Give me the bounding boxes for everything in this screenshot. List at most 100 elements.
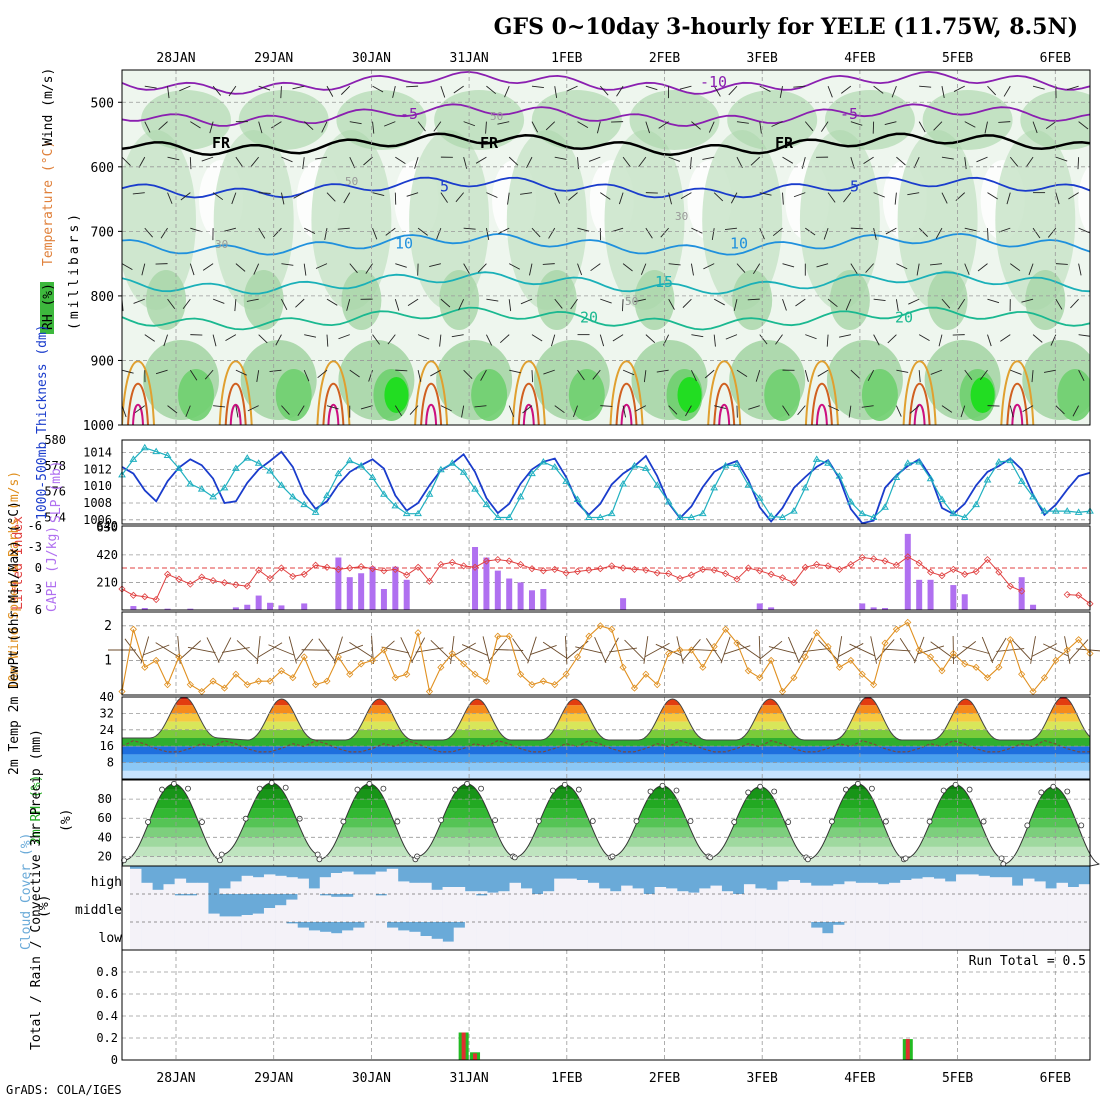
li-point <box>653 569 661 577</box>
rh-point <box>589 818 596 824</box>
cloud-clear-segment <box>833 924 845 950</box>
wind-barb <box>863 156 874 165</box>
cloud-clear-segment <box>766 894 778 922</box>
wind-barb <box>668 156 680 162</box>
cloud-clear-segment <box>654 922 667 950</box>
rh-shade <box>531 90 622 150</box>
thickness-point <box>300 500 309 508</box>
bottom-date-label: 2FEB <box>649 1071 680 1086</box>
wind-barb <box>840 85 852 94</box>
cloud-clear-segment <box>576 922 588 950</box>
cloud-clear-segment <box>565 922 577 950</box>
cloud-clear-segment <box>431 894 443 922</box>
upper-ylabel: (millibars) <box>67 211 82 330</box>
pressure-tick-label: 600 <box>91 161 114 176</box>
rh-point <box>687 818 694 824</box>
wind-speed-point <box>926 653 935 661</box>
cloud-clear-segment <box>409 931 421 950</box>
wind-barb <box>804 370 809 382</box>
wind-barb <box>497 121 510 125</box>
rh-shade <box>238 90 329 150</box>
surface-warm-contour <box>511 360 546 425</box>
wind-barb <box>788 636 800 664</box>
wind-barb <box>463 121 476 127</box>
rh-point <box>1038 789 1045 796</box>
li-point <box>972 567 980 576</box>
thickness-point <box>471 485 479 492</box>
wind-barb <box>891 85 897 98</box>
wind-speed-point <box>1052 656 1060 664</box>
rh-point <box>707 854 714 861</box>
rh-point <box>511 854 518 861</box>
thickness-point <box>801 483 810 491</box>
cloud-clear-segment <box>1034 894 1046 922</box>
rh-point <box>316 856 323 863</box>
wind-barb <box>303 121 314 131</box>
li-point <box>380 567 388 575</box>
wind-barb <box>209 121 214 134</box>
thickness-point <box>573 495 582 502</box>
thickness-point <box>607 509 616 517</box>
footer-credit: GrADS: COLA/IGES <box>6 1083 122 1097</box>
cloud-clear-segment <box>688 892 700 894</box>
cloud-clear-segment <box>420 882 432 894</box>
surface-warm-contour <box>322 382 345 425</box>
wind-barb <box>964 263 970 275</box>
wind-barb <box>839 334 851 338</box>
rh-point <box>575 786 582 793</box>
thickness-point <box>152 447 161 455</box>
wind-barb <box>436 227 442 240</box>
wind-speed-point <box>847 656 855 664</box>
wind-barb <box>258 192 271 194</box>
cloud-row-label: high <box>91 875 122 890</box>
temp-band <box>122 770 1090 779</box>
bottom-date-labels: 28JAN 29JAN 30JAN 31JAN 1FEB 2FEB 3FEB 4FEB 5FEB… <box>156 1071 1071 1086</box>
wind-barb <box>554 298 563 309</box>
thickness-point <box>1017 477 1026 484</box>
rh-point <box>902 855 909 862</box>
cloud-clear-segment <box>442 887 455 894</box>
wind-barb <box>570 298 578 310</box>
thickness-point <box>459 468 468 475</box>
wind-barb <box>189 157 192 170</box>
thickness-point <box>812 455 821 462</box>
wind-barb <box>529 645 557 655</box>
cloud-clear-segment <box>163 884 175 894</box>
li-point <box>334 565 342 573</box>
wind-barb <box>235 405 239 418</box>
wind-barb <box>246 298 259 302</box>
rh-shade <box>568 369 605 421</box>
thickness-point <box>209 492 217 500</box>
cloud-clear-segment <box>799 882 812 894</box>
rh-shade <box>384 377 409 413</box>
rh-contour-label: 50 <box>625 295 638 308</box>
cloud-clear-segment <box>330 873 343 894</box>
wind-barb <box>138 156 146 168</box>
wind-barb <box>758 635 761 665</box>
precip-tick-label: 0.4 <box>96 1009 118 1023</box>
cloud-clear-segment <box>989 877 1001 894</box>
thickness-point <box>516 492 525 500</box>
wind-barb <box>622 405 627 418</box>
wind-barb <box>873 85 884 94</box>
thickness-point <box>960 513 969 521</box>
wind-barb <box>733 299 738 311</box>
cloud-clear-segment <box>788 922 801 950</box>
wind-barb <box>292 85 305 90</box>
cloud-clear-segment <box>632 888 644 894</box>
wind-barb <box>293 192 305 199</box>
cloud-clear-segment <box>576 894 588 922</box>
wind-barb <box>415 647 444 653</box>
wind-barb <box>387 334 396 345</box>
wind-barb <box>235 369 247 376</box>
wind-barb <box>295 298 305 308</box>
li-tick-label: -6 <box>28 519 42 533</box>
wind-barb <box>998 121 1011 123</box>
wind-barb <box>941 298 951 309</box>
cloud-clear-segment <box>889 882 901 894</box>
wind-barb <box>848 405 852 418</box>
rh-point <box>561 781 568 788</box>
wind-barb <box>394 405 403 417</box>
rh-shade <box>970 377 995 413</box>
wind-barb <box>714 405 726 409</box>
